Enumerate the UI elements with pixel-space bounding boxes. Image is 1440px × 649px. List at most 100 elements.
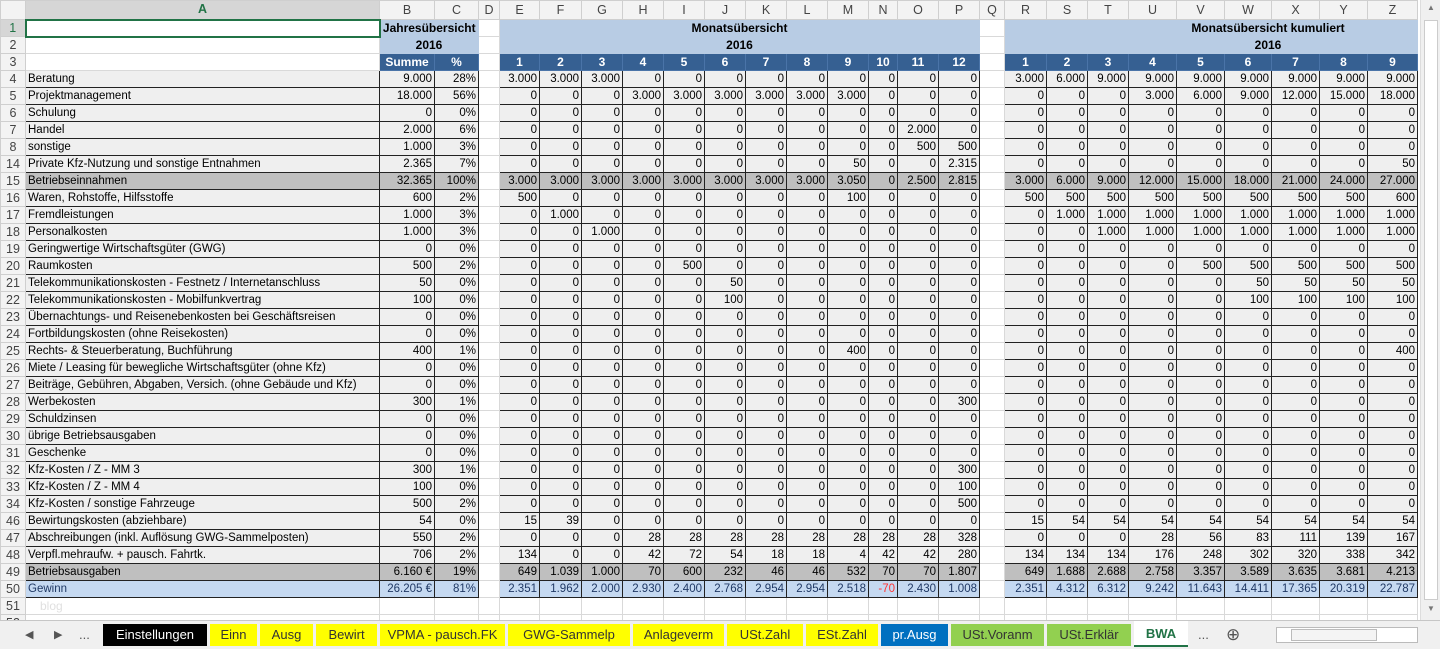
month-value[interactable]: 0 [827, 308, 869, 326]
cum-value[interactable]: 0 [1224, 461, 1272, 479]
month-value[interactable]: 0 [827, 240, 869, 258]
month-value[interactable]: 0 [868, 291, 898, 309]
month-value[interactable]: 0 [868, 121, 898, 139]
month-value[interactable]: 0 [622, 478, 664, 496]
column-header-K[interactable]: K [745, 0, 787, 20]
cum-month-header[interactable]: 9 [1367, 53, 1418, 71]
cum-value[interactable]: 56 [1176, 529, 1225, 547]
cum-value[interactable]: 3.681 [1319, 563, 1368, 581]
month-value[interactable]: 0 [539, 325, 582, 343]
cum-value[interactable]: 0 [1046, 478, 1088, 496]
cell[interactable] [745, 597, 787, 615]
month-value[interactable]: 3.000 [499, 172, 540, 190]
month-value[interactable]: 0 [663, 70, 705, 88]
cell[interactable] [1176, 597, 1225, 615]
row-header[interactable]: 8 [0, 138, 26, 156]
row-label[interactable]: Raumkosten [25, 257, 380, 275]
month-value[interactable]: 0 [622, 444, 664, 462]
cum-value[interactable]: 9.000 [1087, 70, 1129, 88]
cum-value[interactable]: 0 [1176, 342, 1225, 360]
cell[interactable] [979, 342, 1005, 360]
cum-value[interactable]: 0 [1046, 240, 1088, 258]
row-header[interactable]: 31 [0, 444, 26, 462]
row-percent[interactable]: 28% [434, 70, 479, 88]
cell[interactable] [979, 308, 1005, 326]
cell[interactable] [979, 529, 1005, 547]
cum-value[interactable]: 0 [1128, 478, 1177, 496]
month-value[interactable]: 100 [938, 478, 980, 496]
cum-value[interactable]: 0 [1176, 104, 1225, 122]
month-value[interactable]: 0 [581, 138, 623, 156]
month-value[interactable]: 0 [786, 240, 828, 258]
column-header-L[interactable]: L [786, 0, 828, 20]
cum-value[interactable]: 0 [1087, 121, 1129, 139]
month-value[interactable]: 0 [499, 291, 540, 309]
cum-value[interactable]: 100 [1271, 291, 1320, 309]
month-header[interactable]: 10 [868, 53, 898, 71]
month-value[interactable]: 0 [704, 342, 746, 360]
cum-value[interactable]: 0 [1271, 325, 1320, 343]
cum-value[interactable]: 0 [1224, 359, 1272, 377]
cum-value[interactable]: 3.000 [1128, 87, 1177, 105]
cum-value[interactable]: 500 [1128, 189, 1177, 207]
month-value[interactable]: 0 [581, 512, 623, 530]
month-value[interactable]: 0 [827, 223, 869, 241]
month-value[interactable]: 0 [868, 495, 898, 513]
month-value[interactable]: 3.000 [581, 172, 623, 190]
row-header[interactable]: 7 [0, 121, 26, 139]
row-header[interactable]: 33 [0, 478, 26, 496]
month-value[interactable]: 0 [745, 393, 787, 411]
cum-value[interactable]: 6.000 [1176, 87, 1225, 105]
month-value[interactable]: 0 [745, 325, 787, 343]
month-value[interactable]: 0 [897, 359, 939, 377]
month-value[interactable]: 0 [539, 359, 582, 377]
row-percent[interactable]: 0% [434, 291, 479, 309]
column-header-B[interactable]: B [379, 0, 435, 20]
row-label[interactable]: Bewirtungskosten (abziehbare) [25, 512, 380, 530]
row-label[interactable]: Personalkosten [25, 223, 380, 241]
cum-value[interactable]: 0 [1004, 274, 1047, 292]
cell[interactable] [478, 70, 500, 88]
cum-value[interactable]: 0 [1087, 308, 1129, 326]
cum-value[interactable]: 139 [1319, 529, 1368, 547]
cum-value[interactable]: 0 [1046, 87, 1088, 105]
cell[interactable] [1319, 597, 1368, 615]
row-sum[interactable]: 32.365 [379, 172, 435, 190]
cum-value[interactable]: 1.000 [1224, 206, 1272, 224]
month-value[interactable]: 0 [786, 410, 828, 428]
month-value[interactable]: 0 [897, 274, 939, 292]
month-value[interactable]: 18 [745, 546, 787, 564]
cum-value[interactable]: 0 [1319, 444, 1368, 462]
month-value[interactable]: 0 [897, 206, 939, 224]
cum-value[interactable]: 0 [1367, 461, 1418, 479]
cum-value[interactable]: 0 [1004, 495, 1047, 513]
month-value[interactable]: 0 [663, 240, 705, 258]
month-value[interactable]: 42 [622, 546, 664, 564]
cell[interactable] [663, 597, 705, 615]
cum-value[interactable]: 0 [1046, 274, 1088, 292]
row-label[interactable]: Abschreibungen (inkl. Auflösung GWG-Samm… [25, 529, 380, 547]
row-header[interactable]: 5 [0, 87, 26, 105]
cum-value[interactable]: 0 [1319, 138, 1368, 156]
cum-value[interactable]: 100 [1319, 291, 1368, 309]
cum-value[interactable]: 500 [1046, 189, 1088, 207]
cell[interactable] [478, 172, 500, 190]
month-value[interactable]: 0 [868, 172, 898, 190]
cum-value[interactable]: 0 [1046, 325, 1088, 343]
cell[interactable] [979, 257, 1005, 275]
cell[interactable] [379, 597, 435, 615]
column-header-R[interactable]: R [1004, 0, 1047, 20]
column-header-S[interactable]: S [1046, 0, 1088, 20]
cum-value[interactable]: 54 [1046, 512, 1088, 530]
cum-value[interactable]: 0 [1004, 155, 1047, 173]
month-value[interactable]: 0 [827, 478, 869, 496]
month-value[interactable]: 0 [897, 478, 939, 496]
month-value[interactable]: 0 [622, 308, 664, 326]
cum-value[interactable]: 500 [1319, 257, 1368, 275]
cum-value[interactable]: 500 [1367, 257, 1418, 275]
cum-value[interactable]: 0 [1128, 138, 1177, 156]
month-value[interactable]: 0 [581, 427, 623, 445]
scroll-down-icon[interactable]: ▼ [1427, 604, 1435, 613]
cell[interactable] [25, 53, 380, 71]
month-value[interactable]: 0 [499, 325, 540, 343]
